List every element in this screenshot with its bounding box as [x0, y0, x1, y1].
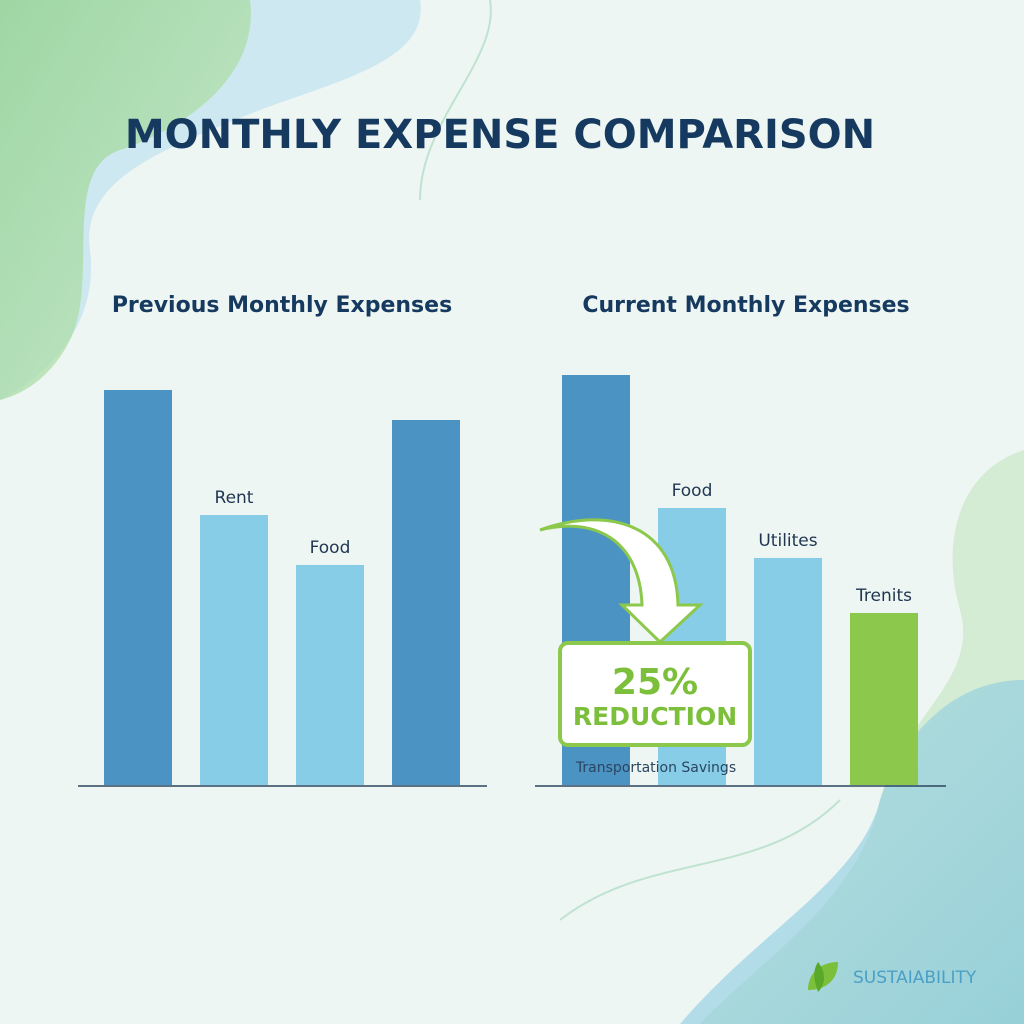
chart-title: Previous Monthly Expenses [112, 293, 452, 318]
arrow [539, 518, 704, 645]
bar [200, 515, 268, 785]
blob [680, 680, 1024, 1024]
brand: SUSTAIABILITY [853, 968, 977, 988]
caption: Transportation Savings [575, 760, 736, 776]
bar [296, 565, 364, 785]
bar-label: Trenits [855, 586, 912, 606]
bar [392, 420, 460, 785]
decor-line [559, 799, 841, 921]
bar [104, 390, 172, 785]
bar-label: Utilites [758, 531, 817, 551]
badge [558, 641, 752, 747]
badge-text: REDUCTION [573, 702, 737, 731]
bar-label: Food [672, 481, 713, 501]
bar [754, 558, 822, 785]
badge-headline: 25% [612, 662, 698, 703]
bar [850, 613, 918, 785]
bar-label: Rent [215, 488, 254, 508]
page-title: MONTHLY EXPENSE COMPARISON [125, 112, 875, 158]
chart-title: Current Monthly Expenses [582, 293, 909, 318]
blob [0, 0, 251, 400]
leaf-icon [814, 962, 824, 992]
decor-line [419, 0, 492, 201]
bar-label: Food [310, 538, 351, 558]
